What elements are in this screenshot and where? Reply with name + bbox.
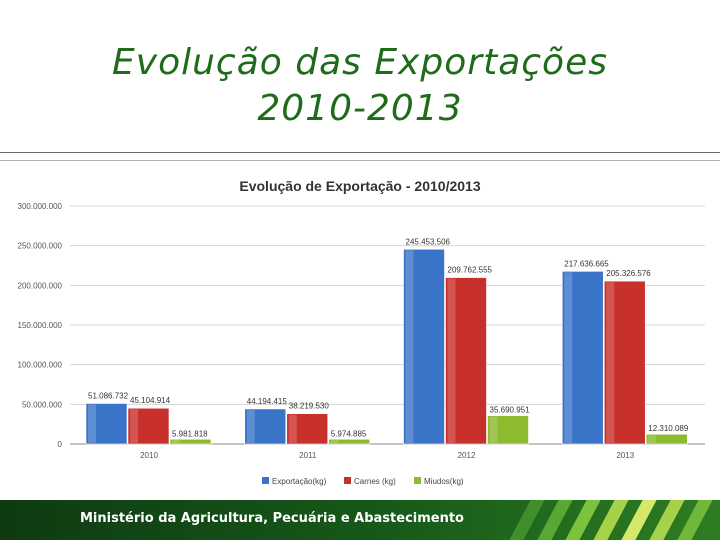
x-tick-label: 2012 <box>458 451 476 460</box>
bar-carnes <box>127 407 170 445</box>
y-tick-label: 100.000.000 <box>18 361 63 370</box>
bar-carnes <box>603 280 646 445</box>
y-tick-label: 200.000.000 <box>18 281 63 290</box>
y-tick-label: 250.000.000 <box>18 242 63 251</box>
bar-exportacao <box>85 403 128 445</box>
bar-highlight <box>172 440 180 443</box>
slide-title: Evolução das Exportações 2010-2013 <box>0 40 720 132</box>
chart-title: Evolução de Exportação - 2010/2013 <box>239 178 480 194</box>
data-label: 45.104.914 <box>130 396 171 405</box>
legend-label: Exportação(kg) <box>272 477 327 486</box>
bar-highlight <box>130 409 138 443</box>
data-label: 38.219.530 <box>289 402 330 411</box>
data-label: 5.974.885 <box>331 429 367 438</box>
x-tick-label: 2013 <box>616 451 634 460</box>
bar-exportacao <box>403 248 445 445</box>
slide-title-line-1: Evolução das Exportações <box>112 42 608 83</box>
chart-frame: Evolução de Exportação - 2010/2013 0 50.00… <box>0 160 720 501</box>
legend-swatch <box>414 477 421 484</box>
bar-highlight <box>489 416 498 443</box>
slide-title-line-2: 2010-2013 <box>257 88 463 129</box>
y-tick-label: 0 <box>58 440 63 449</box>
data-label: 51.086.732 <box>88 391 129 400</box>
bar-chart: Evolução de Exportação - 2010/2013 0 50.00… <box>18 178 705 486</box>
bar-exportacao <box>561 271 604 445</box>
y-tick-label: 300.000.000 <box>18 202 63 211</box>
bar-highlight <box>447 278 456 443</box>
data-label: 209.762.555 <box>448 266 493 275</box>
bar-miudos <box>169 438 212 445</box>
bar-carnes <box>286 413 329 445</box>
bar-highlight <box>88 404 96 443</box>
footer-ministry-name: Ministério da Agricultura, Pecuária e Ab… <box>80 511 464 526</box>
bar-highlight <box>330 440 339 443</box>
legend-swatch <box>262 477 269 484</box>
data-label: 44.194.415 <box>247 397 288 406</box>
legend-label: Carnes (kg) <box>354 477 396 486</box>
data-label: 245.453.506 <box>406 237 451 246</box>
bar-highlight <box>648 435 657 443</box>
x-tick-label: 2010 <box>140 451 158 460</box>
footer-bar: Ministério da Agricultura, Pecuária e Ab… <box>0 500 720 540</box>
bar-highlight <box>564 272 573 443</box>
x-tick-label: 2011 <box>299 451 317 460</box>
bar-highlight <box>288 414 297 443</box>
bar-miudos <box>487 415 529 445</box>
bar-highlight <box>405 250 414 443</box>
legend-label: Miudos(kg) <box>424 477 464 486</box>
bar-carnes <box>445 277 487 445</box>
bar-miudos <box>645 433 688 445</box>
legend-swatch <box>344 477 351 484</box>
y-tick-label: 150.000.000 <box>18 321 63 330</box>
y-tick-label: 50.000.000 <box>22 400 63 409</box>
title-divider <box>0 152 720 153</box>
bar-exportacao <box>244 408 287 445</box>
data-label: 35.690.951 <box>490 406 531 415</box>
data-label: 12.310.089 <box>648 424 689 433</box>
bar-highlight <box>606 282 615 443</box>
data-label: 217.636.665 <box>564 259 609 268</box>
bar-miudos <box>328 438 371 445</box>
data-label: 5.981.818 <box>172 429 208 438</box>
data-label: 205.326.576 <box>606 269 651 278</box>
bar-highlight <box>246 409 255 443</box>
